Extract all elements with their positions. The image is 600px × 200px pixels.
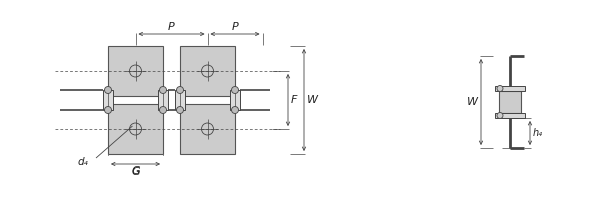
Bar xyxy=(106,156,165,172)
Circle shape xyxy=(176,106,184,114)
Text: P: P xyxy=(232,22,238,32)
Circle shape xyxy=(104,106,112,114)
Text: G: G xyxy=(131,166,140,176)
Circle shape xyxy=(176,86,184,94)
Bar xyxy=(175,90,185,110)
Circle shape xyxy=(497,112,503,118)
Text: G: G xyxy=(131,167,140,177)
Bar xyxy=(108,104,163,154)
Bar xyxy=(158,90,168,110)
Circle shape xyxy=(232,86,239,94)
Circle shape xyxy=(104,86,112,94)
Circle shape xyxy=(160,86,167,94)
Text: h₄: h₄ xyxy=(533,128,543,138)
Bar xyxy=(495,113,525,118)
Circle shape xyxy=(160,106,167,114)
Text: W: W xyxy=(307,95,318,105)
Text: P: P xyxy=(168,22,175,32)
Text: F: F xyxy=(291,95,298,105)
Text: W: W xyxy=(467,97,478,107)
Circle shape xyxy=(232,106,239,114)
Bar xyxy=(180,46,235,96)
Bar xyxy=(103,90,113,110)
Bar xyxy=(495,86,525,91)
Text: d₄: d₄ xyxy=(77,157,88,167)
Bar xyxy=(230,90,240,110)
Bar xyxy=(180,104,235,154)
Bar xyxy=(499,91,521,113)
Bar xyxy=(108,46,163,96)
Text: G: G xyxy=(131,157,140,167)
Circle shape xyxy=(497,86,503,92)
